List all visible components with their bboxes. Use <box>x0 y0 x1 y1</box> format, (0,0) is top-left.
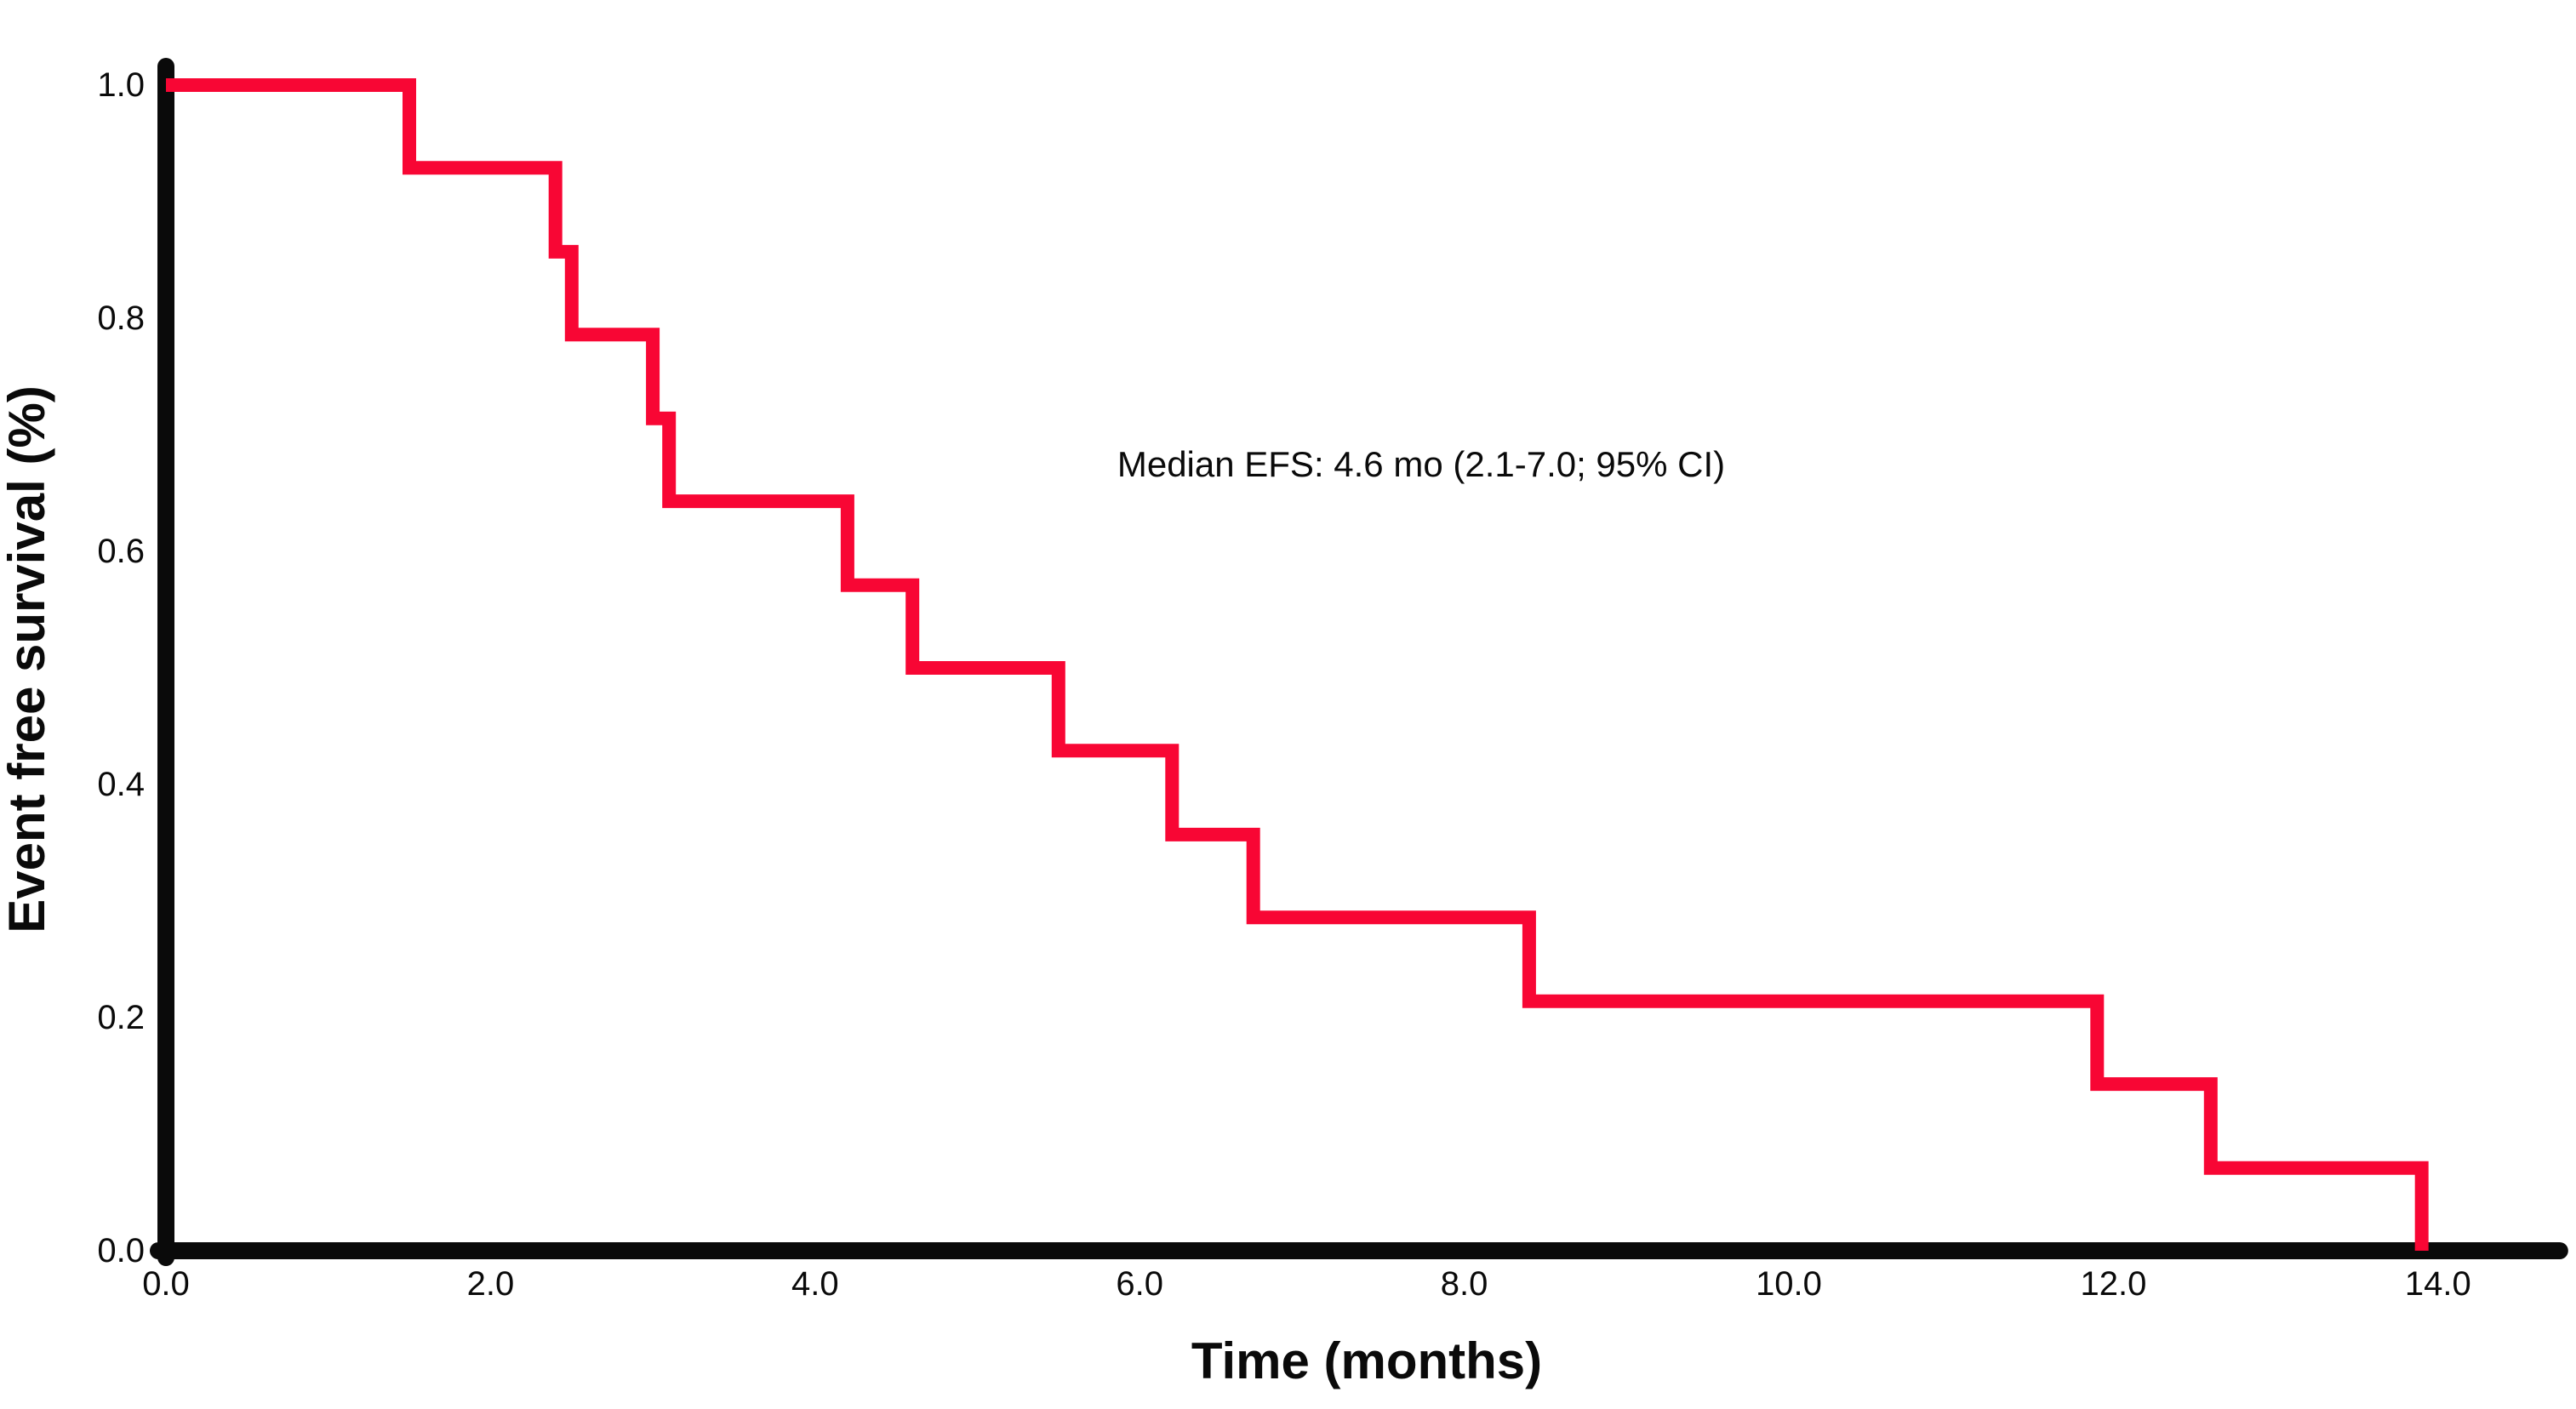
axis-lines <box>150 58 2568 1266</box>
x-axis-tick-labels: 0.0 2.0 4.0 6.0 8.0 10.0 12.0 14.0 <box>142 1265 2471 1303</box>
y-tick-label: 0.2 <box>97 999 145 1036</box>
x-axis-title: Time (months) <box>1191 1332 1542 1389</box>
y-tick-label: 0.6 <box>97 533 145 570</box>
y-tick-label: 0.4 <box>97 766 145 803</box>
y-axis-tick-labels: 0.0 0.2 0.4 0.6 0.8 1.0 <box>97 66 145 1269</box>
x-tick-label: 4.0 <box>791 1265 839 1303</box>
y-tick-label: 1.0 <box>97 66 145 104</box>
y-axis-title: Event free survival (%) <box>0 385 55 933</box>
median-efs-annotation: Median EFS: 4.6 mo (2.1-7.0; 95% CI) <box>1117 444 1725 484</box>
x-tick-label: 12.0 <box>2080 1265 2146 1303</box>
x-tick-label: 6.0 <box>1116 1265 1163 1303</box>
y-tick-label: 0.0 <box>97 1232 145 1269</box>
x-tick-label: 0.0 <box>142 1265 190 1303</box>
y-tick-label: 0.8 <box>97 299 145 337</box>
x-tick-label: 10.0 <box>1756 1265 1822 1303</box>
x-tick-label: 14.0 <box>2405 1265 2471 1303</box>
x-tick-label: 2.0 <box>467 1265 515 1303</box>
x-tick-label: 8.0 <box>1441 1265 1488 1303</box>
km-survival-curve <box>166 78 2429 1251</box>
